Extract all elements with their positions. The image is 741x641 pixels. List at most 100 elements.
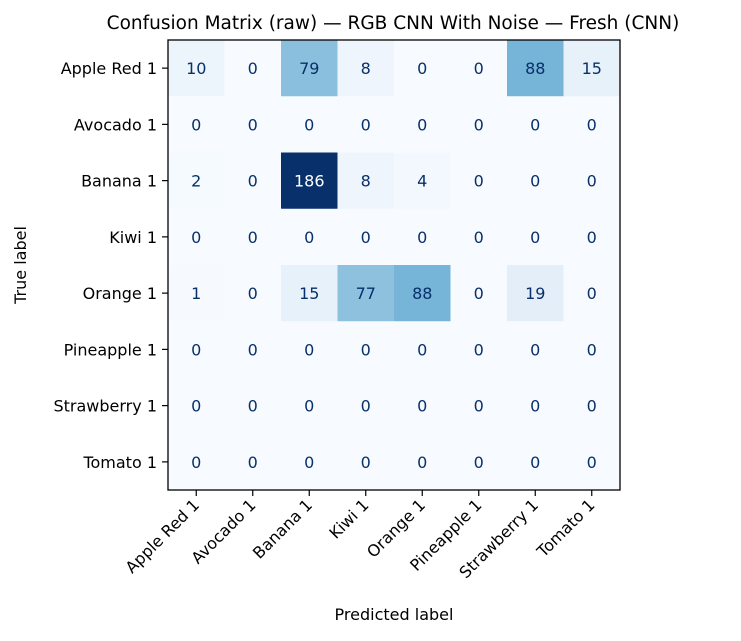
cell-value-label: 0 [474,115,484,134]
cell-value-label: 0 [248,115,258,134]
cell-value-label: 88 [525,59,545,78]
heatmap-cell [224,377,282,435]
heatmap-cell [563,96,621,154]
heatmap-cell [168,377,226,435]
cell-value-label: 0 [248,397,258,416]
heatmap-cell [337,208,395,266]
heatmap-cell [281,152,339,210]
heatmap-cell [168,208,226,266]
heatmap-cell [168,265,226,322]
heatmap-cell [450,377,508,435]
heatmap-cell [224,96,282,154]
cell-value-label: 0 [474,340,484,359]
heatmap-cell [394,96,452,154]
y-tick-label: Tomato 1 [82,453,157,472]
heatmap-cell [394,208,452,266]
x-tick-label: Tomato 1 [532,495,598,561]
cell-value-label: 0 [474,228,484,247]
y-axis-label: True label [11,226,30,305]
cell-value-label: 0 [417,59,427,78]
cell-value-label: 0 [417,397,427,416]
cell-value-label: 8 [361,172,371,191]
heatmap-cell [507,96,565,154]
y-tick-label: Kiwi 1 [109,228,157,247]
x-tick-label: Banana 1 [249,495,316,562]
heatmap-cell [563,321,621,379]
cell-value-label: 0 [248,284,258,303]
heatmap-cell [281,96,339,154]
heatmap-cell [450,433,508,491]
cell-value-label: 19 [525,284,545,303]
cell-value-label: 0 [304,397,314,416]
heatmap-cell [507,208,565,266]
cell-value-label: 0 [361,397,371,416]
heatmap-cell [281,433,339,491]
axes-frame [167,39,621,491]
heatmap-cell [224,208,282,266]
cell-value-label: 186 [294,172,325,191]
cell-value-label: 0 [361,453,371,472]
heatmap-cell [281,377,339,435]
heatmap-cell [168,40,226,97]
y-tick-label: Apple Red 1 [61,59,157,78]
heatmap-cell [507,40,565,97]
cell-value-label: 0 [304,340,314,359]
cell-value-label: 15 [582,59,602,78]
x-axis-label: Predicted label [335,605,454,624]
cell-value-label: 0 [474,397,484,416]
y-axis-ticks: Apple Red 1 Avocado 1 Banana 1 Kiwi 1 Orange… [53,59,168,472]
cell-value-label: 0 [304,115,314,134]
cell-value-label: 0 [530,453,540,472]
heatmap-cell [224,321,282,379]
heatmap-cell [507,433,565,491]
cell-value-label: 1 [191,284,201,303]
heatmap-cell [563,265,621,322]
heatmap-cell [507,152,565,210]
heatmap-cell [394,265,452,322]
cell-value-label: 0 [248,172,258,191]
heatmap-cell [168,433,226,491]
cell-value-label: 0 [587,397,597,416]
heatmap-cell [281,40,339,97]
cell-value-label: 0 [530,115,540,134]
cell-value-label: 0 [248,228,258,247]
heatmap-cell [224,152,282,210]
cell-value-label: 0 [361,228,371,247]
heatmap-cell-labels: 10 0 79 8 0 0 88 150 0 0 0 0 0 0 02 0 186 8 4 0 0 00 0 0 0 0 0 0 01 0… [186,59,602,472]
y-tick-label: Orange 1 [83,284,157,303]
cell-value-label: 0 [587,453,597,472]
heatmap-cell [563,377,621,435]
heatmap-cell [563,208,621,266]
cell-value-label: 0 [248,340,258,359]
heatmap-cell [394,377,452,435]
heatmap-cell [394,321,452,379]
cell-value-label: 2 [191,172,201,191]
cell-value-label: 10 [186,59,206,78]
heatmap-cells [168,40,621,491]
cell-value-label: 0 [474,453,484,472]
chart-title: Confusion Matrix (raw) — RGB CNN With No… [107,13,680,34]
y-tick-label: Strawberry 1 [53,397,157,416]
cell-value-label: 77 [356,284,376,303]
heatmap-cell [168,321,226,379]
heatmap-cell [337,377,395,435]
heatmap-cell [337,40,395,97]
heatmap-cell [563,433,621,491]
heatmap-cell [507,265,565,322]
cell-value-label: 0 [530,228,540,247]
heatmap-cell [450,96,508,154]
cell-value-label: 79 [299,59,319,78]
heatmap-cell [168,152,226,210]
heatmap-cell [281,265,339,322]
y-tick-label: Banana 1 [81,172,157,191]
heatmap-cell [394,433,452,491]
heatmap-cell [337,321,395,379]
cell-value-label: 0 [191,340,201,359]
heatmap-cell [281,208,339,266]
cell-value-label: 0 [191,453,201,472]
x-tick-label: Apple Red 1 [122,495,204,577]
heatmap-cell [450,265,508,322]
cell-value-label: 0 [191,397,201,416]
